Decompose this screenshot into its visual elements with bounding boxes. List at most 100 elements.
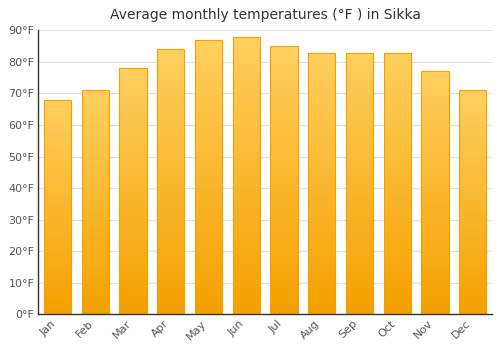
Bar [384, 251, 411, 257]
Bar [384, 141, 411, 147]
Bar [120, 88, 146, 93]
Bar [270, 78, 297, 84]
Bar [422, 168, 448, 173]
Bar [270, 276, 297, 282]
Bar [232, 159, 260, 164]
Bar [195, 111, 222, 117]
Bar [270, 164, 297, 169]
Bar [346, 63, 373, 68]
Bar [44, 113, 71, 117]
Bar [459, 193, 486, 198]
Bar [232, 236, 260, 242]
Bar [384, 246, 411, 251]
Bar [308, 115, 336, 120]
Bar [346, 272, 373, 278]
Bar [232, 76, 260, 81]
Bar [308, 74, 336, 79]
Bar [82, 211, 108, 216]
Bar [346, 74, 373, 79]
Bar [459, 104, 486, 108]
Bar [346, 241, 373, 246]
Bar [422, 100, 448, 105]
Bar [157, 261, 184, 266]
Bar [195, 122, 222, 128]
Bar [459, 305, 486, 310]
Bar [422, 251, 448, 256]
Bar [82, 171, 108, 175]
Bar [384, 120, 411, 126]
Bar [422, 290, 448, 295]
Bar [232, 231, 260, 236]
Bar [232, 286, 260, 292]
Bar [384, 236, 411, 241]
Bar [308, 178, 336, 183]
Bar [422, 76, 448, 81]
Bar [44, 224, 71, 228]
Bar [270, 148, 297, 153]
Bar [308, 110, 336, 115]
Bar [232, 114, 260, 120]
Bar [270, 287, 297, 293]
Bar [308, 262, 336, 267]
Bar [346, 293, 373, 299]
Bar [157, 60, 184, 65]
Bar [82, 238, 108, 243]
Bar [346, 94, 373, 100]
Bar [82, 305, 108, 310]
Bar [157, 288, 184, 293]
Bar [232, 309, 260, 314]
Bar [459, 243, 486, 247]
Bar [232, 48, 260, 54]
Bar [44, 293, 71, 297]
Bar [232, 136, 260, 142]
Bar [384, 209, 411, 215]
Bar [346, 162, 373, 168]
Bar [346, 299, 373, 303]
Bar [422, 115, 448, 120]
Bar [270, 186, 297, 191]
Bar [384, 89, 411, 94]
Bar [422, 256, 448, 261]
Bar [82, 301, 108, 305]
Bar [270, 282, 297, 287]
Bar [459, 166, 486, 171]
Bar [232, 298, 260, 303]
Bar [195, 73, 222, 78]
Bar [120, 265, 146, 270]
Bar [346, 204, 373, 209]
Bar [422, 193, 448, 198]
Bar [44, 228, 71, 233]
Bar [232, 209, 260, 214]
Bar [384, 105, 411, 110]
Bar [44, 250, 71, 254]
Bar [384, 84, 411, 89]
Bar [384, 272, 411, 278]
Bar [232, 225, 260, 231]
Bar [270, 111, 297, 116]
Bar [308, 241, 336, 246]
Bar [232, 214, 260, 220]
Bar [270, 196, 297, 202]
Bar [422, 304, 448, 309]
Bar [195, 194, 222, 199]
Bar [384, 183, 411, 189]
Bar [346, 147, 373, 152]
Bar [308, 94, 336, 100]
Bar [120, 132, 146, 137]
Bar [44, 271, 71, 275]
Bar [120, 231, 146, 236]
Bar [270, 46, 297, 314]
Bar [232, 54, 260, 59]
Bar [346, 225, 373, 230]
Bar [346, 115, 373, 120]
Bar [384, 58, 411, 63]
Bar [308, 183, 336, 189]
Bar [44, 284, 71, 288]
Bar [157, 266, 184, 272]
Bar [44, 160, 71, 164]
Bar [308, 283, 336, 288]
Bar [120, 250, 146, 255]
Bar [422, 139, 448, 144]
Bar [459, 260, 486, 265]
Bar [384, 220, 411, 225]
